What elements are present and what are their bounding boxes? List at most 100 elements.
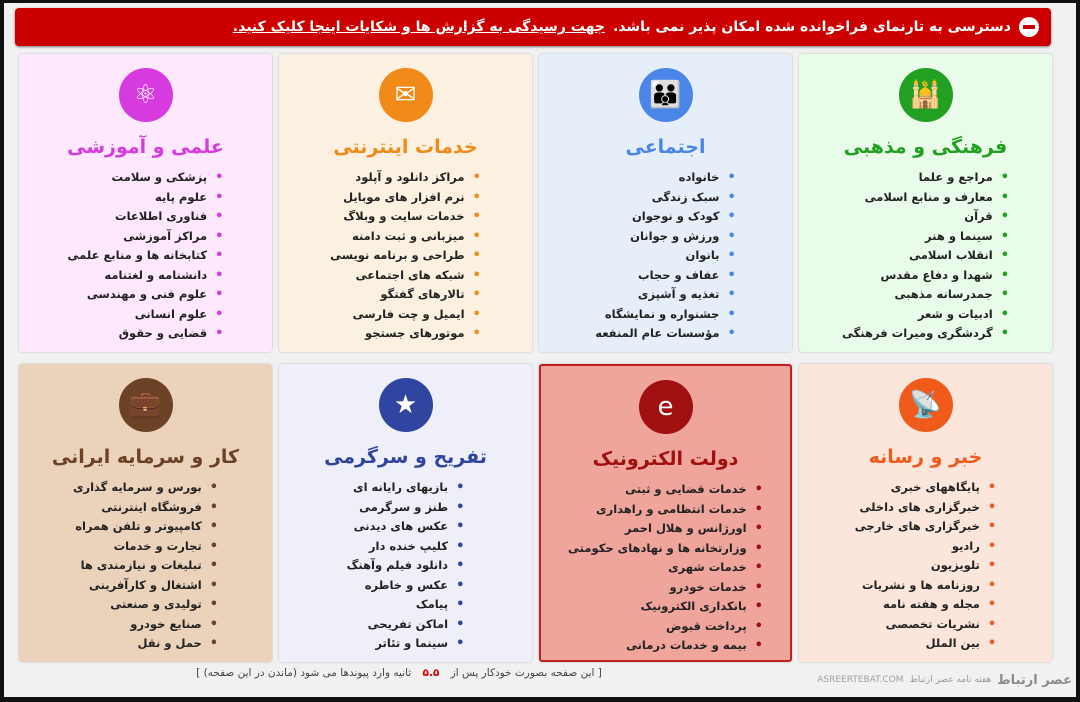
category-link[interactable]: بانوان [595, 246, 736, 266]
mosque-icon: 🕌 [898, 68, 953, 122]
category-link[interactable]: جمدرسانه مذهبی [842, 285, 1009, 305]
category-link[interactable]: قضایی و حقوق [68, 324, 224, 344]
category-link[interactable]: عکس های دیدنی [347, 517, 465, 537]
category-link[interactable]: علوم پایه [68, 188, 224, 208]
category-link[interactable]: قرآن [842, 207, 1009, 227]
category-link[interactable]: دانشنامه و لغتنامه [68, 266, 224, 286]
category-title[interactable]: کار و سرمایه ایرانی [51, 446, 240, 468]
watermark-logo: عصر ارتباط هفته نامه عصر ارتباط ASREERTE… [800, 665, 1072, 695]
business-icon: 💼 [118, 378, 173, 432]
category-link[interactable]: خانواده [595, 168, 736, 188]
category-link[interactable]: شبکه های اجتماعی [330, 266, 481, 286]
category-link[interactable]: صنایع خودرو [73, 615, 218, 635]
category-link[interactable]: جشنواره و نمایشگاه [595, 305, 736, 325]
report-complaint-link[interactable]: جهت رسیدگی به گزارش ها و شکایات اینجا کل… [232, 19, 605, 35]
category-link[interactable]: مراکز آموزشی [68, 227, 224, 247]
category-link[interactable]: اماکن تفریحی [347, 615, 465, 635]
category-link[interactable]: ورزش و جوانان [595, 227, 736, 247]
category-link[interactable]: روزنامه ها و نشریات [855, 576, 996, 596]
category-link[interactable]: خبرگزاری های داخلی [855, 498, 996, 518]
e-government-icon: e [638, 380, 693, 434]
category-link[interactable]: بیمه و خدمات درمانی [568, 636, 763, 656]
category-link[interactable]: سینما و هنر [842, 227, 1009, 247]
category-link[interactable]: مراجع و علما [842, 168, 1009, 188]
category-card: 🕌 فرهنگی و مذهبی مراجع و علمامعارف و منابع… [799, 54, 1052, 352]
category-link[interactable]: پایگاههای خبری [855, 478, 996, 498]
category-title[interactable]: خبر و رسانه [868, 446, 983, 468]
category-link[interactable]: نشریات تخصصی [855, 615, 996, 635]
category-link[interactable]: طنز و سرگرمی [347, 498, 465, 518]
category-link[interactable]: خدمات شهری [568, 558, 763, 578]
category-link[interactable]: ادبیات و شعر [842, 305, 1009, 325]
stay-on-page-link[interactable]: (ماندن در این صفحه) [203, 667, 297, 679]
category-link[interactable]: فروشگاه اینترنتی [73, 498, 218, 518]
category-link[interactable]: شهدا و دفاع مقدس [842, 266, 1009, 286]
category-link[interactable]: نرم افزار های موبایل [330, 188, 481, 208]
category-link[interactable]: پیامک [347, 595, 465, 615]
category-title[interactable]: فرهنگی و مذهبی [843, 136, 1008, 158]
category-link[interactable]: خدمات سایت و وبلاگ [330, 207, 481, 227]
category-link[interactable]: وزارتخانه ها و نهادهای حکومتی [568, 539, 763, 559]
category-links: بورس و سرمایه گذاریفروشگاه اینترنتیکامپی… [73, 478, 218, 654]
category-link[interactable]: سینما و تئاتر [347, 634, 465, 654]
category-link[interactable]: رادیو [855, 537, 996, 557]
category-link[interactable]: خدمات قضایی و ثبتی [568, 480, 763, 500]
category-link[interactable]: معارف و منابع اسلامی [842, 188, 1009, 208]
block-notice-text: دسترسی به تارنمای فراخوانده شده امکان پذ… [612, 19, 1011, 35]
category-link[interactable]: خبرگزاری های خارجی [855, 517, 996, 537]
category-links: مراجع و علمامعارف و منابع اسلامیقرآنسینم… [842, 168, 1009, 344]
category-link[interactable]: تجارت و خدمات [73, 537, 218, 557]
category-card: ★ تفریح و سرگرمی بازیهای رایانه ایطنز و سر… [279, 364, 532, 662]
category-link[interactable]: انقلاب اسلامی [842, 246, 1009, 266]
category-link[interactable]: تولیدی و صنعتی [73, 595, 218, 615]
category-link[interactable]: علوم انسانی [68, 305, 224, 325]
footer-text-after: ثانیه وارد پیوندها می شود [300, 667, 412, 679]
category-card: ⚛ علمی و آموزشی پزشکی و سلامتعلوم پایهفناو… [19, 54, 272, 352]
block-notice-banner[interactable]: دسترسی به تارنمای فراخوانده شده امکان پذ… [15, 8, 1051, 46]
category-link[interactable]: بین الملل [855, 634, 996, 654]
category-link[interactable]: موتورهای جستجو [330, 324, 481, 344]
category-title[interactable]: دولت الکترونیک [592, 448, 739, 470]
category-link[interactable]: میزبانی و ثبت دامنه [330, 227, 481, 247]
category-links: مراکز دانلود و آپلودنرم افزار های موبایل… [330, 168, 481, 344]
category-link[interactable]: مجله و هفته نامه [855, 595, 996, 615]
category-link[interactable]: ایمیل و چت فارسی [330, 305, 481, 325]
category-link[interactable]: کلیپ خنده دار [347, 537, 465, 557]
category-link[interactable]: طراحی و برنامه نویسی [330, 246, 481, 266]
category-title[interactable]: تفریح و سرگرمی [324, 446, 487, 468]
category-link[interactable]: پرداخت قبوض [568, 617, 763, 637]
category-link[interactable]: کودک و نوجوان [595, 207, 736, 227]
category-link[interactable]: فناوری اطلاعات [68, 207, 224, 227]
category-link[interactable]: پزشکی و سلامت [68, 168, 224, 188]
category-link[interactable]: تبلیغات و نیازمندی ها [73, 556, 218, 576]
category-link[interactable]: سبک زندگی [595, 188, 736, 208]
category-link[interactable]: بازیهای رایانه ای [347, 478, 465, 498]
category-link[interactable]: کامپیوتر و تلفن همراه [73, 517, 218, 537]
category-link[interactable]: عفاف و حجاب [595, 266, 736, 286]
atom-icon: ⚛ [118, 68, 173, 122]
category-link[interactable]: خدمات خودرو [568, 578, 763, 598]
category-title[interactable]: خدمات اینترنتی [333, 136, 478, 158]
category-card: ✉ خدمات اینترنتی مراکز دانلود و آپلودنرم ا… [279, 54, 532, 352]
category-title[interactable]: اجتماعی [625, 136, 706, 158]
category-link[interactable]: دانلود فیلم وآهنگ [347, 556, 465, 576]
category-link[interactable]: تلویزیون [855, 556, 996, 576]
category-link[interactable]: بورس و سرمایه گذاری [73, 478, 218, 498]
category-title[interactable]: علمی و آموزشی [67, 136, 224, 158]
category-links: خدمات قضایی و ثبتیخدمات انتظامی و راهدار… [568, 480, 763, 656]
category-links: پزشکی و سلامتعلوم پایهفناوری اطلاعاتمراک… [68, 168, 224, 344]
category-link[interactable]: بانکداری الکترونیک [568, 597, 763, 617]
category-link[interactable]: خدمات انتظامی و راهداری [568, 500, 763, 520]
category-link[interactable]: تالارهای گفتگو [330, 285, 481, 305]
category-link[interactable]: حمل و نقل [73, 634, 218, 654]
category-link[interactable]: تغذیه و آشپزی [595, 285, 736, 305]
category-link[interactable]: اورژانس و هلال احمر [568, 519, 763, 539]
category-link[interactable]: گردشگری ومیرات فرهنگی [842, 324, 1009, 344]
category-link[interactable]: عکس و خاطره [347, 576, 465, 596]
category-link[interactable]: اشتغال و کارآفرینی [73, 576, 218, 596]
category-link[interactable]: مؤسسات عام المنفعه [595, 324, 736, 344]
redirect-footer: [ این صفحه بصورت خودکار پس از ۵.۵ ثانیه … [4, 667, 794, 679]
category-link[interactable]: کتابخانه ها و منابع علمی [68, 246, 224, 266]
category-link[interactable]: مراکز دانلود و آپلود [330, 168, 481, 188]
category-link[interactable]: علوم فنی و مهندسی [68, 285, 224, 305]
